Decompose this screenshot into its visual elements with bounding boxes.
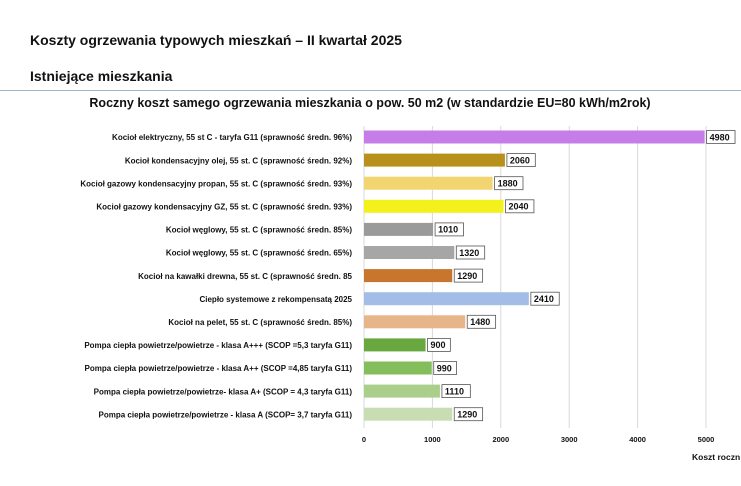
data-label: 2040 (509, 202, 529, 212)
x-tick-label: 4000 (629, 435, 646, 444)
bar (364, 292, 529, 306)
data-label: 1880 (498, 179, 518, 189)
bar (364, 269, 453, 283)
data-label: 1290 (457, 271, 477, 281)
section-title: Istniejące mieszkania (30, 68, 173, 84)
bar (364, 176, 493, 190)
data-label: 990 (437, 363, 452, 373)
bar (364, 384, 440, 398)
bar (364, 338, 426, 352)
category-label: Pompa ciepła powietrze/powietrze - klasa… (84, 341, 352, 350)
x-axis-label: Koszt roczn (692, 452, 740, 462)
data-label-box (427, 337, 451, 352)
bar (364, 199, 504, 213)
data-label: 2060 (510, 155, 530, 165)
category-label: Kocioł węglowy, 55 st. C (sprawność śred… (166, 226, 352, 235)
x-tick-label: 5000 (698, 435, 715, 444)
header-divider (0, 90, 741, 91)
data-label: 900 (431, 340, 446, 350)
data-label: 1010 (438, 225, 458, 235)
data-label-box (530, 291, 560, 306)
category-label: Pompa ciepła powietrze/powietrze- klasa … (94, 387, 353, 396)
bar (364, 361, 432, 375)
chart-title: Roczny koszt samego ogrzewania mieszkani… (89, 96, 650, 110)
data-label-box (441, 384, 471, 399)
bar (364, 153, 505, 167)
x-tick-label: 3000 (561, 435, 578, 444)
bar (364, 130, 705, 144)
x-tick-label: 0 (362, 435, 366, 444)
data-label-box (433, 361, 457, 375)
category-label: Kocioł gazowy kondensacyjny GZ, 55 st. C… (96, 203, 352, 212)
bar (364, 407, 453, 421)
category-label: Kocioł elektryczny, 55 st C - taryfa G11… (112, 133, 352, 142)
data-label: 4980 (710, 132, 730, 142)
data-label: 1480 (470, 317, 490, 327)
data-label-box (455, 245, 486, 260)
data-label: 1290 (457, 410, 477, 420)
category-label: Kocioł na pelet, 55 st. C (sprawność śre… (168, 318, 352, 327)
category-label: Pompa ciepła powietrze/powietrze - klasa… (99, 410, 353, 419)
bar (364, 315, 466, 329)
bar (364, 246, 455, 259)
page-title: Koszty ogrzewania typowych mieszkań – II… (30, 32, 402, 48)
data-label-box (453, 268, 484, 283)
data-label-box (506, 153, 536, 168)
data-label-box (434, 222, 464, 237)
category-label: Ciepło systemowe z rekompensatą 2025 (199, 295, 352, 304)
data-label: 1320 (459, 248, 479, 258)
data-label-box (706, 130, 736, 144)
data-label-box (466, 314, 497, 329)
data-label-box (453, 407, 484, 422)
category-label: Kocioł węglowy, 55 st. C (sprawność śred… (166, 249, 352, 258)
category-label: Pompa ciepła powietrze/powietrze - klasa… (85, 364, 353, 373)
data-label: 1110 (445, 386, 464, 396)
category-label: Kocioł na kawałki drewna, 55 st. C (spra… (138, 272, 352, 281)
bar (364, 222, 434, 236)
data-label: 2410 (534, 294, 554, 304)
x-tick-label: 1000 (424, 435, 441, 444)
data-label-box (505, 199, 535, 214)
x-tick-label: 2000 (492, 435, 509, 444)
data-label-box (494, 176, 524, 191)
category-label: Kocioł kondensacyjny olej, 55 st. C (spr… (125, 156, 353, 165)
category-label: Kocioł gazowy kondensacyjny propan, 55 s… (80, 179, 352, 188)
